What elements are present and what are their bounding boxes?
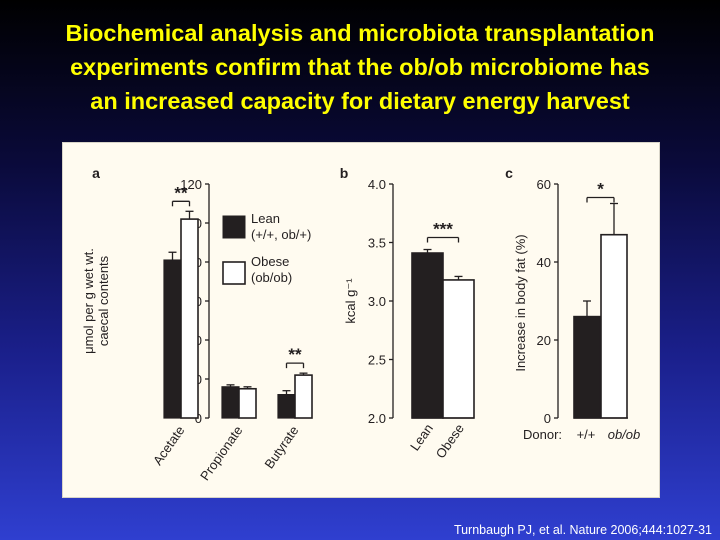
category-label-acetate: Acetate	[150, 423, 188, 468]
bar-lean-propionate	[221, 386, 240, 419]
significance-label: **	[174, 183, 188, 202]
bar-donor-obob	[600, 233, 628, 419]
panel-label-c: c	[505, 165, 513, 181]
legend-label-lean: Lean	[251, 211, 280, 226]
y-tick-label: 120	[180, 177, 202, 192]
y-tick-label: 2.5	[368, 353, 386, 368]
significance-label: **	[288, 345, 302, 364]
y-axis-label-a-line1: μmol per g wet wt.	[81, 248, 96, 354]
y-tick-label: 3.5	[368, 236, 386, 251]
bar-lean-acetate	[163, 259, 182, 419]
bar-lean	[411, 252, 444, 419]
figure-panel: a020406080100120μmol per g wet wt.caecal…	[62, 142, 660, 498]
category-label-propionate: Propionate	[197, 423, 245, 483]
y-tick-label: 20	[537, 333, 551, 348]
category-label-obob: ob/ob	[608, 427, 641, 442]
donor-prefix-label: Donor:	[523, 427, 562, 442]
legend-label-obese: Obese	[251, 254, 289, 269]
significance-label: *	[597, 180, 604, 199]
bar-obese-butyrate	[294, 374, 313, 419]
y-tick-label: 2.0	[368, 411, 386, 426]
bar-obese-acetate	[180, 218, 199, 419]
y-tick-label: 0	[544, 411, 551, 426]
y-axis-label-c: Increase in body fat (%)	[513, 234, 528, 371]
legend-label-lean-detail: (+/+, ob/+)	[251, 227, 311, 242]
y-axis-label-a-line2: caecal contents	[96, 255, 111, 346]
category-label-wildtype: +/+	[577, 427, 596, 442]
category-label-obese: Obese	[433, 421, 467, 461]
y-tick-label: 40	[537, 255, 551, 270]
panel-label-b: b	[340, 165, 349, 181]
bar-obese	[442, 279, 475, 419]
figure-svg: a020406080100120μmol per g wet wt.caecal…	[81, 165, 641, 483]
bar-lean-butyrate	[277, 394, 296, 419]
y-tick-label: 60	[537, 177, 551, 192]
category-label-lean: Lean	[407, 421, 436, 453]
significance-label: ***	[433, 220, 453, 239]
y-tick-label: 4.0	[368, 177, 386, 192]
bar-donor-wildtype	[573, 315, 601, 419]
legend-swatch-lean	[222, 215, 246, 239]
title-line-1: Biochemical analysis and microbiota tran…	[65, 20, 655, 46]
citation: Turnbaugh PJ, et al. Nature 2006;444:102…	[453, 523, 712, 537]
y-tick-label: 3.0	[368, 294, 386, 309]
legend-label-obese-detail: (ob/ob)	[251, 270, 292, 285]
slide-title: Biochemical analysis and microbiota tran…	[0, 16, 720, 118]
panel-label-a: a	[92, 165, 100, 181]
y-axis-label-b: kcal g⁻¹	[343, 278, 358, 324]
legend-swatch-obese	[222, 261, 246, 285]
bar-obese-propionate	[238, 387, 257, 419]
category-label-butyrate: Butyrate	[261, 423, 301, 471]
title-line-2: experiments confirm that the ob/ob micro…	[70, 54, 650, 80]
title-line-3: an increased capacity for dietary energy…	[90, 88, 630, 114]
